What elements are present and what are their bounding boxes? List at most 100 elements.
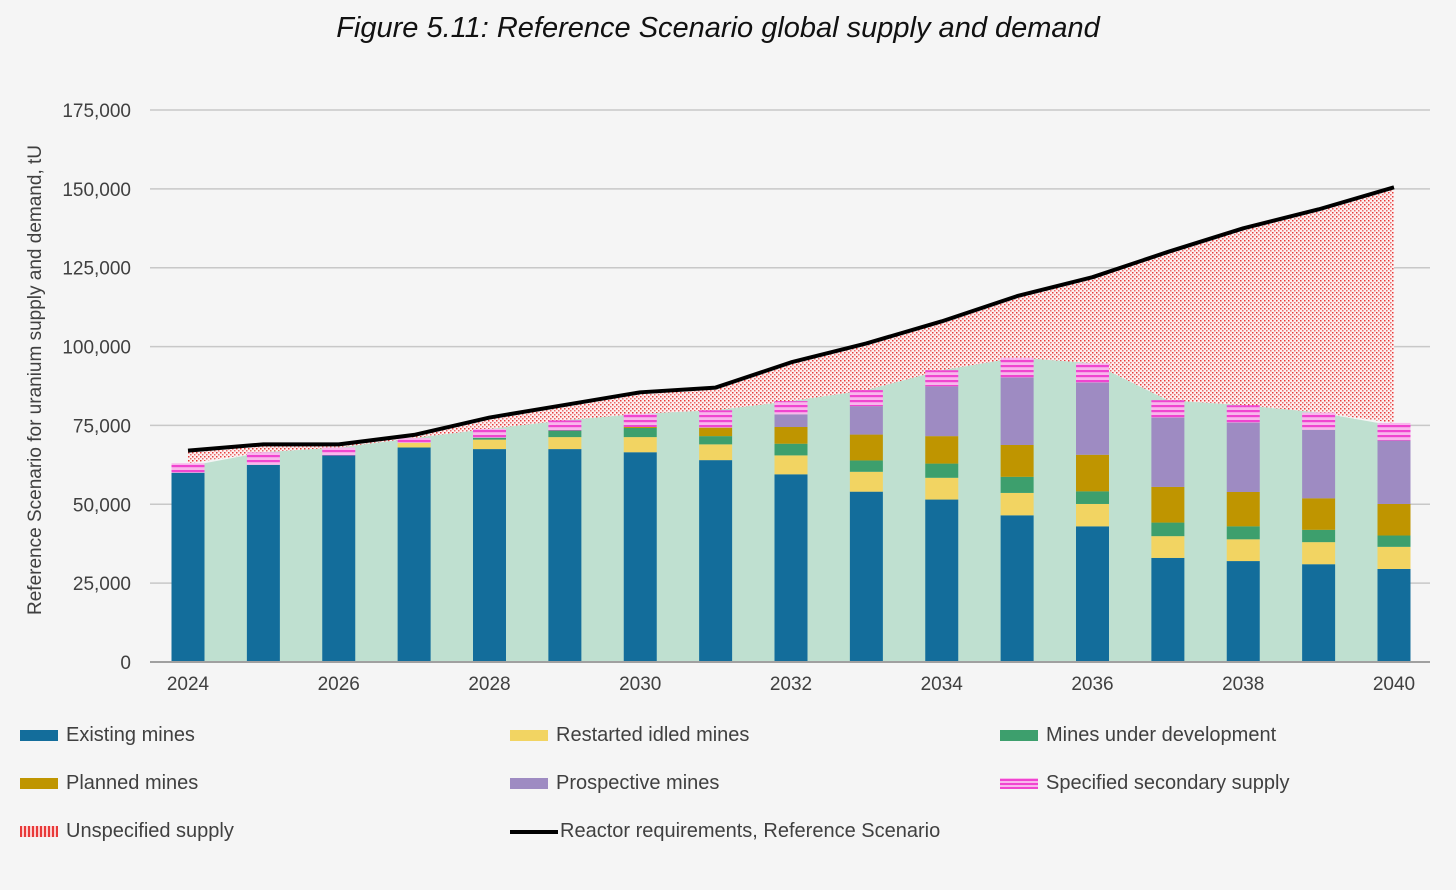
x-tick-label: 2028 — [468, 674, 510, 695]
legend-item: Reactor requirements, Reference Scenario — [510, 820, 940, 843]
bar-specified-secondary-supply-2033 — [849, 390, 883, 407]
bar-planned-mines-2040 — [1377, 503, 1411, 536]
bar-specified-secondary-supply-2037 — [1151, 400, 1185, 418]
y-axis-label: Reference Scenario for uranium supply an… — [25, 145, 46, 615]
bar-prospective-mines-2033 — [849, 406, 883, 435]
bar-specified-secondary-supply-2039 — [1302, 412, 1336, 430]
legend-label: Planned mines — [66, 772, 199, 794]
bar-mines-under-development-2040 — [1377, 535, 1411, 547]
bar-mines-under-development-2029 — [548, 430, 582, 438]
bar-specified-secondary-supply-2024 — [171, 463, 205, 473]
bar-restarted-idled-mines-2036 — [1076, 503, 1109, 527]
bar-planned-mines-2037 — [1151, 486, 1185, 523]
bar-specified-secondary-supply-2038 — [1226, 405, 1260, 423]
bar-planned-mines-2033 — [849, 434, 883, 461]
bar-specified-secondary-supply-2027 — [397, 438, 431, 443]
bar-restarted-idled-mines-2040 — [1377, 546, 1411, 569]
y-tick-label: 75,000 — [73, 416, 131, 437]
bar-mines-under-development-2033 — [849, 460, 883, 472]
bar-specified-secondary-supply-2032 — [774, 401, 808, 415]
bar-existing-mines-2027 — [397, 447, 431, 662]
legend-item: Specified secondary supply — [1000, 772, 1289, 795]
bar-mines-under-development-2037 — [1151, 522, 1185, 537]
x-tick-label: 2034 — [921, 674, 964, 695]
bar-restarted-idled-mines-2031 — [699, 444, 733, 461]
bar-restarted-idled-mines-2032 — [774, 455, 808, 475]
bar-existing-mines-2038 — [1226, 561, 1260, 662]
bar-specified-secondary-supply-2029 — [548, 420, 582, 431]
bar-mines-under-development-2030 — [623, 427, 657, 438]
bar-existing-mines-2039 — [1302, 564, 1336, 662]
y-tick-label: 150,000 — [62, 180, 131, 201]
bar-existing-mines-2030 — [623, 452, 657, 662]
x-tick-label: 2036 — [1071, 674, 1113, 695]
legend-item: Restarted idled mines — [510, 724, 749, 747]
bar-prospective-mines-2035 — [1000, 377, 1034, 445]
bar-restarted-idled-mines-2027 — [397, 442, 431, 448]
bar-existing-mines-2024 — [171, 472, 205, 662]
bar-existing-mines-2032 — [774, 474, 808, 662]
legend-swatch — [510, 829, 558, 834]
y-tick-label: 100,000 — [62, 338, 131, 359]
legend-swatch — [20, 826, 58, 837]
x-tick-label: 2032 — [770, 674, 812, 695]
bar-planned-mines-2032 — [774, 427, 808, 444]
bar-restarted-idled-mines-2035 — [1000, 492, 1034, 516]
legend-label: Restarted idled mines — [556, 724, 750, 746]
bar-mines-under-development-2039 — [1302, 529, 1336, 543]
legend-label: Specified secondary supply — [1046, 772, 1290, 794]
legend-swatch — [510, 778, 548, 789]
bar-specified-secondary-supply-2036 — [1076, 363, 1109, 383]
bar-specified-secondary-supply-2030 — [623, 413, 657, 428]
legend-label: Unspecified supply — [66, 820, 234, 842]
x-tick-label: 2026 — [318, 674, 360, 695]
bar-existing-mines-2025 — [246, 464, 280, 662]
bar-existing-mines-2037 — [1151, 557, 1185, 662]
bar-mines-under-development-2038 — [1226, 526, 1260, 540]
bar-existing-mines-2035 — [1000, 515, 1034, 662]
bar-prospective-mines-2032 — [774, 414, 808, 428]
bar-prospective-mines-2036 — [1076, 382, 1109, 455]
bar-existing-mines-2034 — [925, 499, 959, 662]
bar-prospective-mines-2038 — [1226, 422, 1260, 492]
bar-restarted-idled-mines-2039 — [1302, 542, 1336, 565]
bar-specified-secondary-supply-2028 — [473, 428, 506, 438]
bar-specified-secondary-supply-2025 — [246, 452, 280, 465]
bar-existing-mines-2040 — [1377, 568, 1411, 662]
legend-item: Existing mines — [20, 724, 195, 747]
bar-mines-under-development-2028 — [473, 437, 506, 440]
y-tick-label: 175,000 — [62, 101, 131, 122]
y-tick-label: 0 — [120, 653, 131, 674]
bar-prospective-mines-2034 — [925, 386, 959, 437]
bar-specified-secondary-supply-2034 — [925, 370, 959, 387]
chart-title: Figure 5.11: Reference Scenario global s… — [336, 12, 1100, 44]
legend-swatch — [20, 730, 58, 741]
bar-specified-secondary-supply-2026 — [322, 447, 356, 456]
bar-existing-mines-2026 — [322, 455, 356, 662]
legend-swatch — [1000, 778, 1038, 789]
bar-restarted-idled-mines-2034 — [925, 477, 959, 500]
bar-existing-mines-2029 — [548, 449, 582, 662]
bar-restarted-idled-mines-2033 — [849, 471, 883, 492]
legend-label: Prospective mines — [556, 772, 720, 794]
bar-prospective-mines-2039 — [1302, 429, 1336, 499]
bar-restarted-idled-mines-2028 — [473, 439, 506, 450]
legend-label: Reactor requirements, Reference Scenario — [560, 820, 941, 842]
bar-existing-mines-2031 — [699, 460, 733, 662]
bar-restarted-idled-mines-2030 — [623, 437, 657, 453]
x-tick-label: 2024 — [167, 674, 210, 695]
bar-mines-under-development-2035 — [1000, 476, 1034, 493]
bar-existing-mines-2028 — [473, 449, 506, 662]
bar-existing-mines-2036 — [1076, 526, 1109, 662]
bar-planned-mines-2036 — [1076, 454, 1109, 492]
bar-restarted-idled-mines-2038 — [1226, 539, 1260, 562]
bar-mines-under-development-2031 — [699, 436, 733, 445]
bar-mines-under-development-2036 — [1076, 491, 1109, 504]
bar-mines-under-development-2032 — [774, 443, 808, 456]
bar-restarted-idled-mines-2029 — [548, 437, 582, 450]
bar-prospective-mines-2040 — [1377, 440, 1411, 504]
legend-swatch — [20, 778, 58, 789]
bar-specified-secondary-supply-2031 — [699, 410, 733, 428]
legend-label: Mines under development — [1046, 724, 1277, 746]
